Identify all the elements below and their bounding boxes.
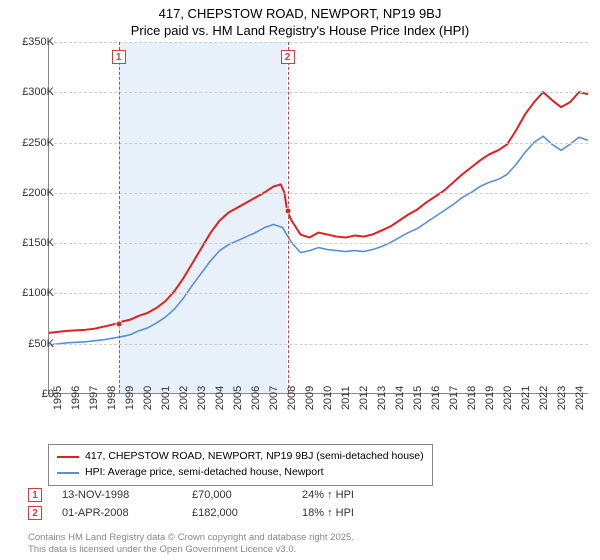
x-tick-label: 2019 xyxy=(484,386,496,410)
y-tick-label: £100K xyxy=(22,287,54,299)
x-tick-label: 2017 xyxy=(448,386,460,410)
title-address: 417, CHEPSTOW ROAD, NEWPORT, NP19 9BJ xyxy=(0,6,600,23)
y-tick-label: £300K xyxy=(22,86,54,98)
annotation-date: 13-NOV-1998 xyxy=(62,489,172,501)
x-tick-label: 2021 xyxy=(520,386,532,410)
x-tick-label: 2020 xyxy=(502,386,514,410)
y-tick-label: £350K xyxy=(22,36,54,48)
gridline xyxy=(49,243,588,244)
legend-swatch xyxy=(57,472,79,474)
x-tick-label: 2012 xyxy=(358,386,370,410)
x-tick-label: 2006 xyxy=(250,386,262,410)
chart-container: 417, CHEPSTOW ROAD, NEWPORT, NP19 9BJ Pr… xyxy=(0,0,600,560)
x-tick-label: 1996 xyxy=(70,386,82,410)
annotation-pct: 18% ↑ HPI xyxy=(302,507,412,519)
chart-title: 417, CHEPSTOW ROAD, NEWPORT, NP19 9BJ Pr… xyxy=(0,0,600,40)
chart-lines-svg xyxy=(49,42,588,393)
x-tick-label: 1997 xyxy=(88,386,100,410)
gridline xyxy=(49,143,588,144)
annotation-marker-icon: 2 xyxy=(28,506,42,520)
x-tick-label: 2016 xyxy=(430,386,442,410)
legend: 417, CHEPSTOW ROAD, NEWPORT, NP19 9BJ (s… xyxy=(48,444,433,486)
x-tick-label: 2007 xyxy=(268,386,280,410)
license-text: Contains HM Land Registry data © Crown c… xyxy=(28,532,354,556)
marker-box-icon: 1 xyxy=(112,50,126,64)
x-tick-label: 2022 xyxy=(538,386,550,410)
annotation-row: 2 01-APR-2008 £182,000 18% ↑ HPI xyxy=(28,506,412,520)
gridline xyxy=(49,42,588,43)
x-tick-label: 1995 xyxy=(52,386,64,410)
x-tick-label: 2001 xyxy=(160,386,172,410)
license-line: This data is licensed under the Open Gov… xyxy=(28,544,354,556)
x-tick-label: 2004 xyxy=(214,386,226,410)
annotations: 1 13-NOV-1998 £70,000 24% ↑ HPI 2 01-APR… xyxy=(28,488,412,524)
plot-area: 12 xyxy=(48,42,588,394)
legend-label: 417, CHEPSTOW ROAD, NEWPORT, NP19 9BJ (s… xyxy=(85,449,424,465)
annotation-date: 01-APR-2008 xyxy=(62,507,172,519)
x-tick-label: 2005 xyxy=(232,386,244,410)
y-tick-label: £250K xyxy=(22,137,54,149)
x-tick-label: 2015 xyxy=(412,386,424,410)
title-subtitle: Price paid vs. HM Land Registry's House … xyxy=(0,23,600,40)
x-tick-label: 2018 xyxy=(466,386,478,410)
x-tick-label: 2013 xyxy=(376,386,388,410)
y-tick-label: £150K xyxy=(22,237,54,249)
gridline xyxy=(49,193,588,194)
x-tick-label: 2010 xyxy=(322,386,334,410)
marker-vline xyxy=(288,42,289,393)
annotation-pct: 24% ↑ HPI xyxy=(302,489,412,501)
gridline xyxy=(49,293,588,294)
annotation-price: £70,000 xyxy=(192,489,282,501)
x-tick-label: 1999 xyxy=(124,386,136,410)
marker-vline xyxy=(119,42,120,393)
y-tick-label: £200K xyxy=(22,187,54,199)
x-tick-label: 2011 xyxy=(340,386,352,410)
x-tick-label: 2014 xyxy=(394,386,406,410)
x-tick-label: 2008 xyxy=(286,386,298,410)
y-tick-label: £50K xyxy=(28,338,54,350)
gridline xyxy=(49,92,588,93)
legend-item: 417, CHEPSTOW ROAD, NEWPORT, NP19 9BJ (s… xyxy=(57,449,424,465)
marker-box-icon: 2 xyxy=(281,50,295,64)
legend-item: HPI: Average price, semi-detached house,… xyxy=(57,465,424,481)
gridline xyxy=(49,344,588,345)
annotation-price: £182,000 xyxy=(192,507,282,519)
x-tick-label: 2023 xyxy=(556,386,568,410)
license-line: Contains HM Land Registry data © Crown c… xyxy=(28,532,354,544)
series-line-hpi xyxy=(49,136,588,345)
x-tick-label: 1998 xyxy=(106,386,118,410)
legend-swatch xyxy=(57,456,79,458)
series-line-price_paid xyxy=(49,92,588,333)
x-tick-label: 2002 xyxy=(178,386,190,410)
x-tick-label: 2000 xyxy=(142,386,154,410)
x-tick-label: 2024 xyxy=(574,386,586,410)
legend-label: HPI: Average price, semi-detached house,… xyxy=(85,465,324,481)
annotation-marker-icon: 1 xyxy=(28,488,42,502)
x-tick-label: 2003 xyxy=(196,386,208,410)
x-tick-label: 2009 xyxy=(304,386,316,410)
data-point-marker xyxy=(284,207,291,214)
data-point-marker xyxy=(115,320,122,327)
annotation-row: 1 13-NOV-1998 £70,000 24% ↑ HPI xyxy=(28,488,412,502)
